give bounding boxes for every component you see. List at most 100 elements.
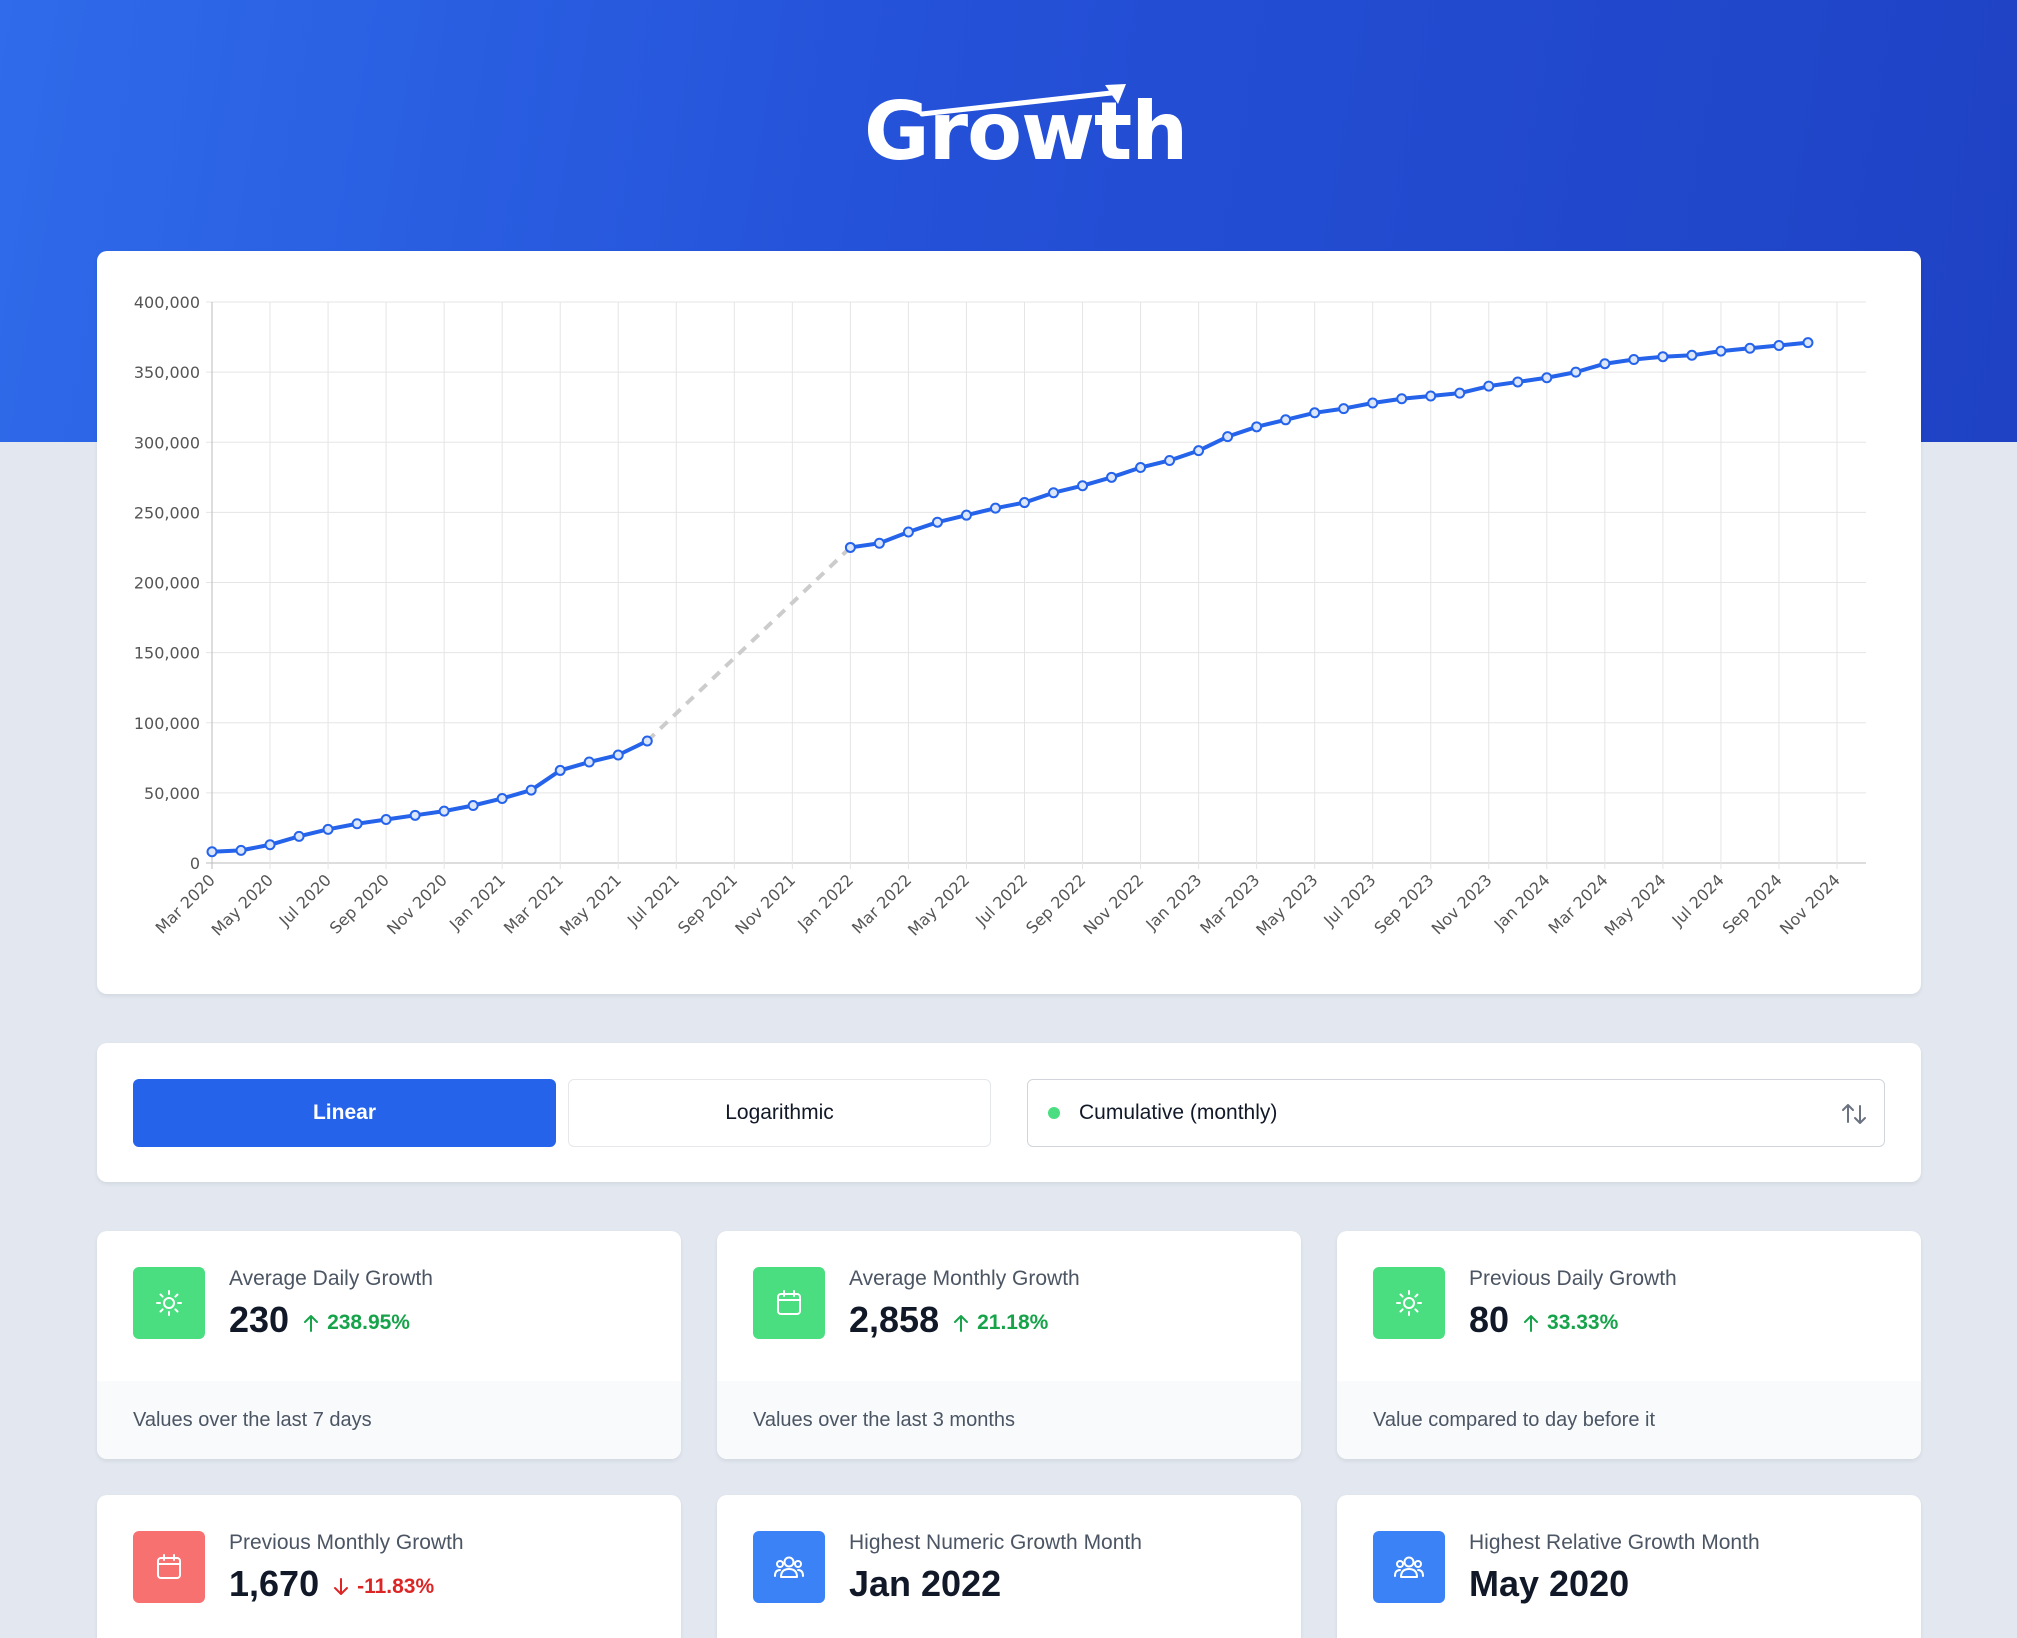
stat-label: Highest Relative Growth Month — [1469, 1531, 1760, 1554]
data-point[interactable] — [931, 516, 943, 528]
data-point[interactable] — [1628, 354, 1640, 366]
data-point[interactable] — [322, 823, 334, 835]
stat-change-value: 21.18% — [977, 1311, 1049, 1334]
data-point[interactable] — [1164, 454, 1176, 466]
growth-chart-card: 0 50,000 100,000 150,000 200,000 250,000 300,0… — [97, 251, 1921, 994]
data-point[interactable] — [1570, 366, 1582, 378]
linear-scale-button[interactable]: Linear — [133, 1079, 556, 1147]
data-point[interactable] — [1802, 337, 1814, 349]
data-point[interactable] — [1715, 345, 1727, 357]
metric-select[interactable]: Cumulative (monthly) — [1027, 1079, 1885, 1147]
data-point[interactable] — [1106, 471, 1118, 483]
stat-label: Average Monthly Growth — [849, 1267, 1080, 1290]
x-tick-label: Jul 2020 — [275, 870, 335, 930]
data-point[interactable] — [1018, 497, 1030, 509]
data-point[interactable] — [206, 846, 218, 858]
users-icon — [753, 1531, 825, 1603]
growth-logo: Growth — [860, 78, 1188, 178]
data-point[interactable] — [1251, 421, 1263, 433]
data-point[interactable] — [235, 844, 247, 856]
data-point[interactable] — [1773, 339, 1785, 351]
x-tick-label: Sep 2023 — [1370, 870, 1437, 937]
stat-value: Jan 2022 — [849, 1563, 1002, 1604]
stat-label: Highest Numeric Growth Month — [849, 1531, 1142, 1554]
arrow-up-icon — [304, 1315, 319, 1332]
x-tick-label: Nov 2020 — [383, 870, 451, 938]
stat-value: 230 — [229, 1299, 290, 1340]
data-point[interactable] — [844, 541, 856, 553]
stat-card-highest-numeric-growth-month: Highest Numeric Growth Month Jan 2022 — [717, 1495, 1301, 1638]
stat-value: 2,858 — [849, 1299, 940, 1340]
data-point[interactable] — [1135, 461, 1147, 473]
y-tick-label: 100,000 — [134, 714, 200, 733]
data-point[interactable] — [525, 784, 537, 796]
y-tick-label: 200,000 — [134, 574, 200, 593]
stat-change-value: 238.95% — [327, 1311, 410, 1334]
data-point[interactable] — [1454, 387, 1466, 399]
stat-change: 33.33% — [1523, 1311, 1618, 1335]
stat-label: Previous Daily Growth — [1469, 1267, 1677, 1290]
stat-value: May 2020 — [1469, 1563, 1630, 1604]
data-point[interactable] — [989, 502, 1001, 514]
data-point[interactable] — [641, 735, 653, 747]
x-tick-label: Nov 2022 — [1079, 870, 1147, 938]
stat-footer: Values over the last 3 months — [717, 1381, 1301, 1459]
chart-lines — [211, 340, 1809, 854]
data-point[interactable] — [1309, 407, 1321, 419]
data-point[interactable] — [1686, 349, 1698, 361]
data-point[interactable] — [1280, 414, 1292, 426]
stat-change: 238.95% — [303, 1311, 410, 1335]
y-tick-label: 150,000 — [134, 644, 200, 663]
metric-select-value: Cumulative (monthly) — [1079, 1101, 1278, 1124]
data-point[interactable] — [612, 749, 624, 761]
data-point[interactable] — [960, 509, 972, 521]
x-tick-label: Jul 2024 — [1668, 870, 1728, 930]
data-point[interactable] — [1222, 431, 1234, 443]
data-point[interactable] — [1396, 393, 1408, 405]
y-tick-label: 50,000 — [144, 784, 200, 803]
data-point[interactable] — [1048, 487, 1060, 499]
sun-icon — [133, 1267, 205, 1339]
data-point[interactable] — [1541, 372, 1553, 384]
data-point[interactable] — [409, 809, 421, 821]
sun-icon — [1373, 1267, 1445, 1339]
data-point[interactable] — [351, 818, 363, 830]
sort-icon — [1842, 1104, 1866, 1124]
data-point[interactable] — [1657, 351, 1669, 363]
status-dot — [1048, 1107, 1060, 1119]
data-point[interactable] — [438, 805, 450, 817]
data-point[interactable] — [1425, 390, 1437, 402]
gap-line — [645, 545, 852, 743]
data-point[interactable] — [1338, 403, 1350, 415]
logarithmic-scale-button[interactable]: Logarithmic — [568, 1079, 991, 1147]
stat-label: Average Daily Growth — [229, 1267, 433, 1290]
data-point[interactable] — [1599, 358, 1611, 370]
data-point[interactable] — [583, 756, 595, 768]
y-tick-label: 350,000 — [134, 363, 200, 382]
x-tick-label: Sep 2020 — [326, 870, 393, 937]
x-tick-label: Jul 2021 — [623, 870, 683, 930]
data-point[interactable] — [1367, 397, 1379, 409]
data-point[interactable] — [293, 830, 305, 842]
data-point[interactable] — [554, 764, 566, 776]
stat-change-value: -11.83% — [357, 1575, 435, 1598]
users-icon — [1373, 1531, 1445, 1603]
data-point[interactable] — [264, 839, 276, 851]
data-point[interactable] — [496, 792, 508, 804]
data-point[interactable] — [873, 537, 885, 549]
x-tick-label: Jul 2023 — [1319, 870, 1379, 930]
series-line-segment — [211, 739, 649, 854]
x-tick-label: May 2022 — [904, 870, 973, 939]
data-point[interactable] — [467, 799, 479, 811]
data-point[interactable] — [380, 814, 392, 826]
stat-card-previous-monthly-growth: Previous Monthly Growth 1,670 -11.83% — [97, 1495, 681, 1638]
data-point[interactable] — [902, 526, 914, 538]
stat-change: 21.18% — [953, 1311, 1048, 1335]
data-point[interactable] — [1512, 376, 1524, 388]
data-point[interactable] — [1744, 342, 1756, 354]
x-tick-label: May 2023 — [1252, 870, 1321, 939]
x-tick-label: May 2024 — [1600, 870, 1669, 939]
data-point[interactable] — [1483, 380, 1495, 392]
data-point[interactable] — [1193, 445, 1205, 457]
data-point[interactable] — [1077, 480, 1089, 492]
